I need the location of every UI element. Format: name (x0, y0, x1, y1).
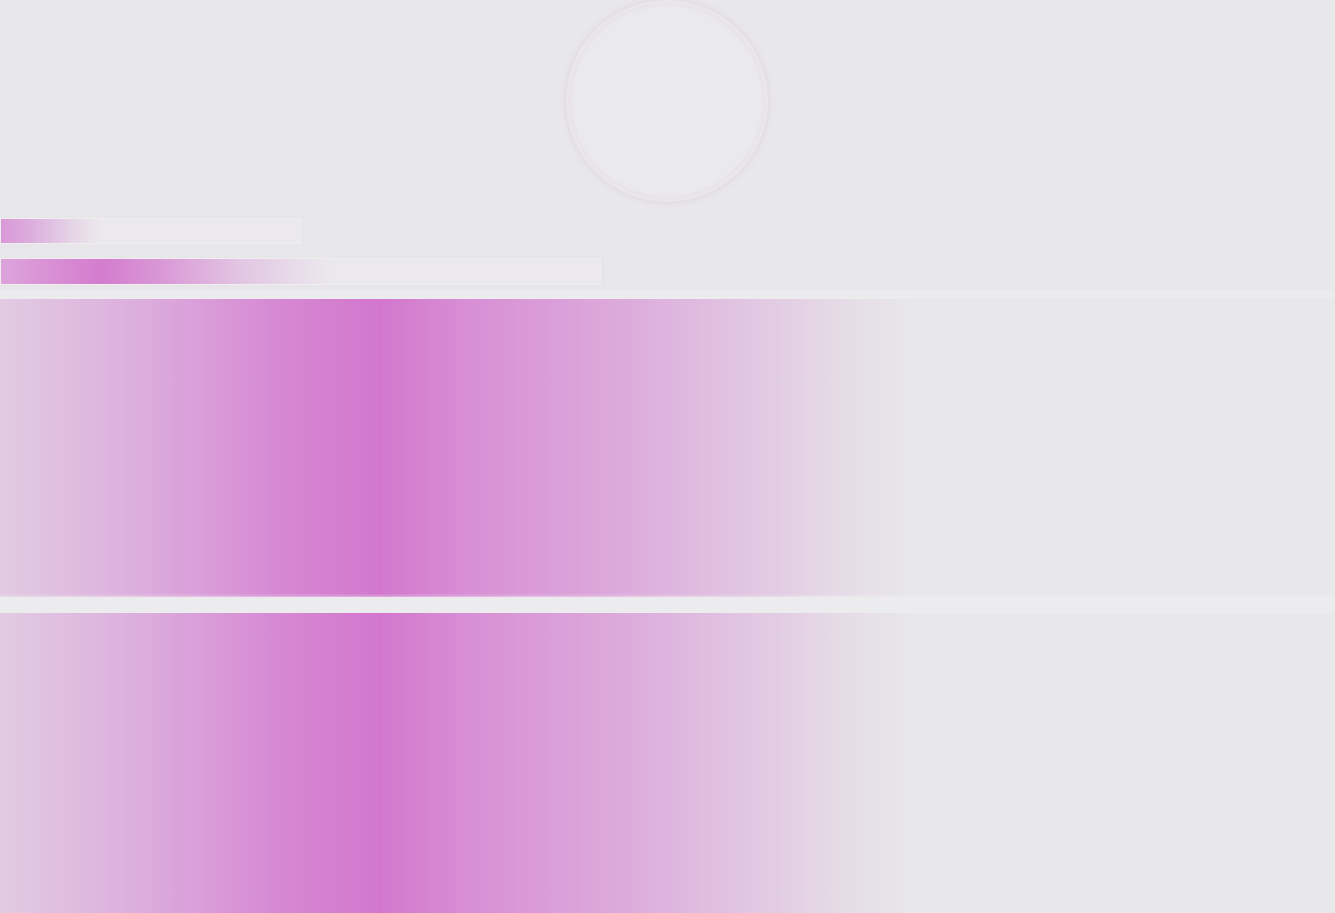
content-block-placeholder (0, 299, 1335, 597)
divider (0, 597, 1335, 613)
text-line-short-placeholder (0, 218, 301, 244)
avatar-placeholder-icon (566, 0, 768, 202)
text-line-long-placeholder (0, 258, 601, 285)
divider (0, 292, 1335, 299)
content-block-placeholder (0, 613, 1335, 913)
